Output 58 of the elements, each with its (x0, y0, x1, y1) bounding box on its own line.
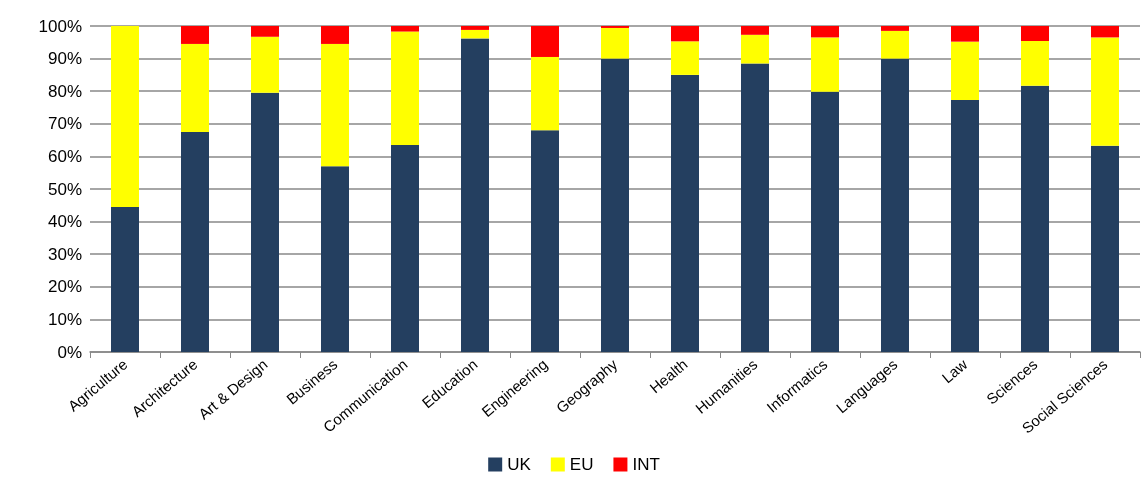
bar (951, 26, 979, 42)
bar (251, 26, 279, 37)
bar (461, 38, 489, 352)
bar (111, 26, 139, 207)
bar (1091, 145, 1119, 352)
y-tick-label: 40% (47, 212, 82, 232)
bar (741, 26, 769, 35)
bar (111, 206, 139, 352)
y-tick-label: 70% (47, 114, 82, 134)
bar (251, 92, 279, 352)
bar (391, 26, 419, 32)
legend-label: INT (632, 455, 660, 474)
bar (321, 166, 349, 352)
bar (1021, 85, 1049, 352)
bar (951, 100, 979, 352)
bar (811, 91, 839, 352)
bar (251, 36, 279, 93)
bar (881, 26, 909, 31)
bar (881, 30, 909, 59)
legend-label: UK (507, 455, 532, 474)
bar (811, 37, 839, 92)
bar (1091, 26, 1119, 38)
bar (461, 26, 489, 30)
bar (1021, 26, 1049, 41)
y-tick-label: 80% (47, 81, 82, 101)
bar (531, 130, 559, 352)
x-tick-label: Law (938, 355, 971, 387)
bar (181, 131, 209, 352)
y-tick-label: 0% (57, 342, 82, 362)
y-tick-label: 30% (47, 244, 82, 264)
bar (531, 56, 559, 131)
bar (741, 34, 769, 64)
y-tick-label: 50% (47, 179, 82, 199)
bar (601, 27, 629, 59)
bar (671, 26, 699, 42)
bar (181, 43, 209, 132)
y-tick-label: 100% (38, 16, 82, 36)
bar (671, 74, 699, 352)
bar (811, 26, 839, 38)
y-tick-label: 10% (47, 309, 82, 329)
bar (1021, 41, 1049, 86)
y-tick-label: 20% (47, 277, 82, 297)
bar (671, 41, 699, 75)
bar (531, 26, 559, 57)
bar (321, 26, 349, 44)
bar (741, 63, 769, 352)
bar (601, 58, 629, 352)
bar (391, 31, 419, 145)
y-tick-label: 60% (47, 146, 82, 166)
y-tick-label: 90% (47, 49, 82, 69)
bar (881, 58, 909, 352)
bar (951, 41, 979, 100)
legend-label: EU (569, 455, 594, 474)
bar (391, 144, 419, 352)
bar (181, 26, 209, 44)
bar (461, 29, 489, 39)
bar (321, 43, 349, 167)
bar (1091, 37, 1119, 146)
